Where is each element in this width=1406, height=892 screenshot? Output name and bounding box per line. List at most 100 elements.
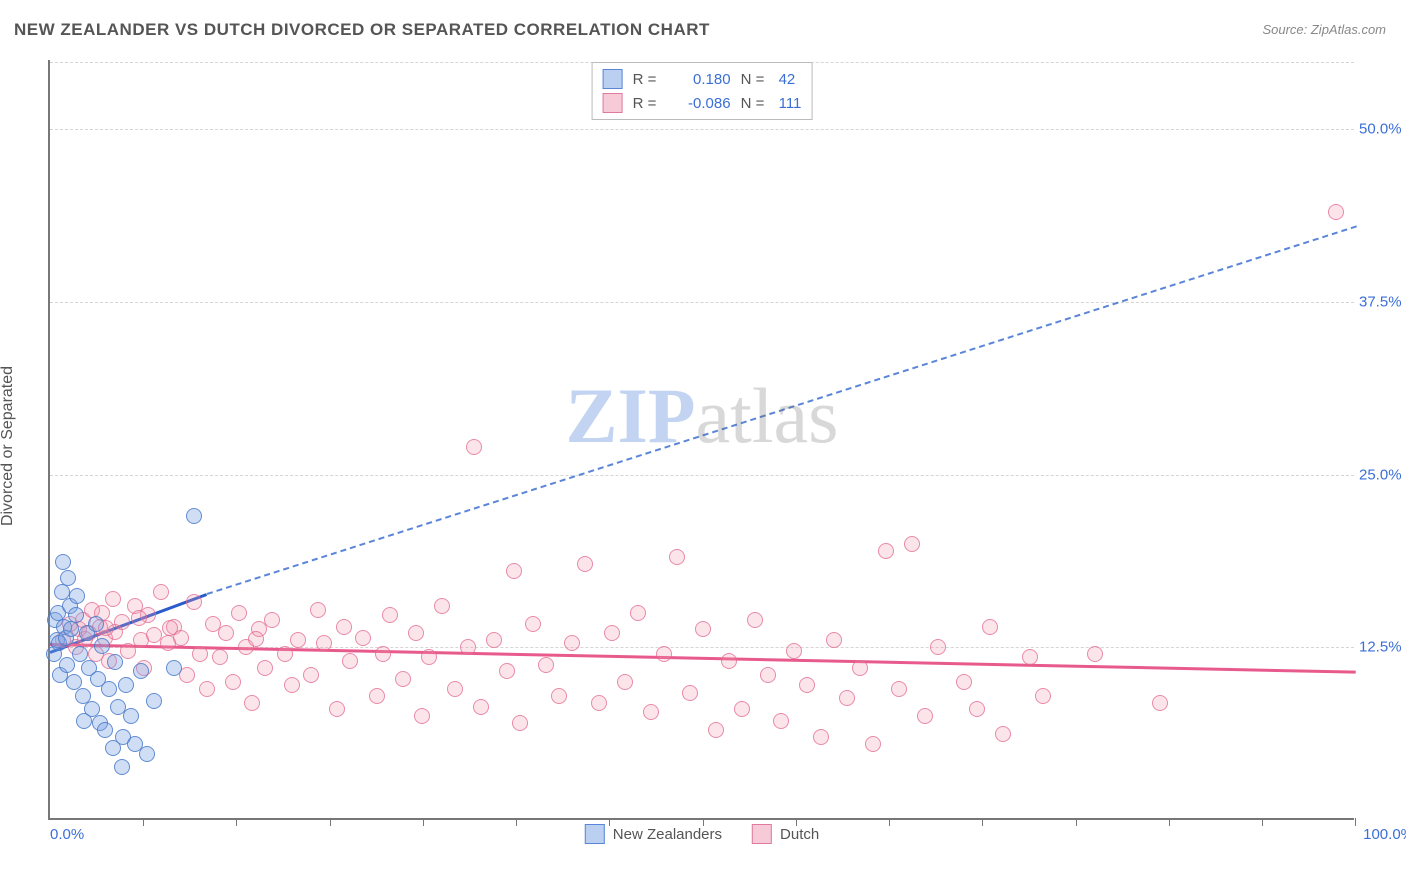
data-point xyxy=(162,620,178,636)
data-point xyxy=(499,663,515,679)
data-point xyxy=(760,667,776,683)
swatch-pink-icon xyxy=(752,824,772,844)
data-point xyxy=(721,653,737,669)
data-point xyxy=(773,713,789,729)
data-point xyxy=(225,674,241,690)
data-point xyxy=(336,619,352,635)
data-point xyxy=(166,660,182,676)
data-point xyxy=(466,439,482,455)
x-minor-tick xyxy=(1076,818,1077,826)
data-point xyxy=(630,605,646,621)
data-point xyxy=(199,681,215,697)
data-point xyxy=(1152,695,1168,711)
data-point xyxy=(799,677,815,693)
y-tick-label: 12.5% xyxy=(1359,639,1406,656)
data-point xyxy=(486,632,502,648)
data-point xyxy=(63,621,79,637)
y-tick-label: 50.0% xyxy=(1359,121,1406,138)
n-value-dutch: 111 xyxy=(779,95,802,112)
data-point xyxy=(131,610,147,626)
x-minor-tick xyxy=(889,818,890,826)
data-point xyxy=(186,508,202,524)
x-tick-max: 100.0% xyxy=(1363,826,1406,843)
data-point xyxy=(1328,204,1344,220)
data-point xyxy=(904,536,920,552)
data-point xyxy=(506,563,522,579)
data-point xyxy=(956,674,972,690)
data-point xyxy=(133,663,149,679)
x-minor-tick xyxy=(982,818,983,826)
data-point xyxy=(512,715,528,731)
x-minor-tick xyxy=(516,818,517,826)
swatch-blue-icon xyxy=(585,824,605,844)
data-point xyxy=(355,630,371,646)
y-tick-label: 37.5% xyxy=(1359,293,1406,310)
data-point xyxy=(277,646,293,662)
data-point xyxy=(186,594,202,610)
data-point xyxy=(153,584,169,600)
bottom-legend: New Zealanders Dutch xyxy=(585,824,819,844)
regression-line xyxy=(206,226,1356,595)
data-point xyxy=(617,674,633,690)
legend-label-nz: New Zealanders xyxy=(613,826,722,843)
data-point xyxy=(525,616,541,632)
data-point xyxy=(682,685,698,701)
data-point xyxy=(114,614,130,630)
data-point xyxy=(1035,688,1051,704)
data-point xyxy=(120,643,136,659)
data-point xyxy=(118,677,134,693)
data-point xyxy=(656,646,672,662)
data-point xyxy=(60,570,76,586)
data-point xyxy=(369,688,385,704)
data-point xyxy=(643,704,659,720)
data-point xyxy=(708,722,724,738)
data-point xyxy=(734,701,750,717)
data-point xyxy=(878,543,894,559)
n-label: N = xyxy=(741,71,769,88)
data-point xyxy=(192,646,208,662)
data-point xyxy=(114,759,130,775)
data-point xyxy=(105,591,121,607)
data-point xyxy=(382,607,398,623)
data-point xyxy=(212,649,228,665)
data-point xyxy=(284,677,300,693)
data-point xyxy=(218,625,234,641)
data-point xyxy=(264,612,280,628)
x-minor-tick xyxy=(330,818,331,826)
r-value-nz: 0.180 xyxy=(671,71,731,88)
swatch-pink-icon xyxy=(603,93,623,113)
data-point xyxy=(146,693,162,709)
source-attribution: Source: ZipAtlas.com xyxy=(1262,22,1386,37)
x-minor-tick xyxy=(1262,818,1263,826)
n-label: N = xyxy=(741,95,769,112)
plot-canvas: 12.5%25.0%37.5%50.0% xyxy=(50,60,1354,818)
data-point xyxy=(969,701,985,717)
swatch-blue-icon xyxy=(603,69,623,89)
data-point xyxy=(414,708,430,724)
data-point xyxy=(290,632,306,648)
x-tick-min: 0.0% xyxy=(50,826,84,843)
gridline xyxy=(50,129,1354,130)
data-point xyxy=(88,616,104,632)
data-point xyxy=(94,638,110,654)
x-minor-tick xyxy=(423,818,424,826)
x-minor-tick xyxy=(1169,818,1170,826)
x-minor-tick xyxy=(236,818,237,826)
data-point xyxy=(244,695,260,711)
data-point xyxy=(123,708,139,724)
x-minor-tick xyxy=(143,818,144,826)
data-point xyxy=(329,701,345,717)
r-value-dutch: -0.086 xyxy=(671,95,731,112)
data-point xyxy=(930,639,946,655)
data-point xyxy=(434,598,450,614)
gridline xyxy=(50,302,1354,303)
data-point xyxy=(107,654,123,670)
data-point xyxy=(316,635,332,651)
data-point xyxy=(97,722,113,738)
data-point xyxy=(310,602,326,618)
data-point xyxy=(342,653,358,669)
data-point xyxy=(891,681,907,697)
data-point xyxy=(839,690,855,706)
gridline xyxy=(50,475,1354,476)
chart-container: NEW ZEALANDER VS DUTCH DIVORCED OR SEPAR… xyxy=(0,0,1406,892)
